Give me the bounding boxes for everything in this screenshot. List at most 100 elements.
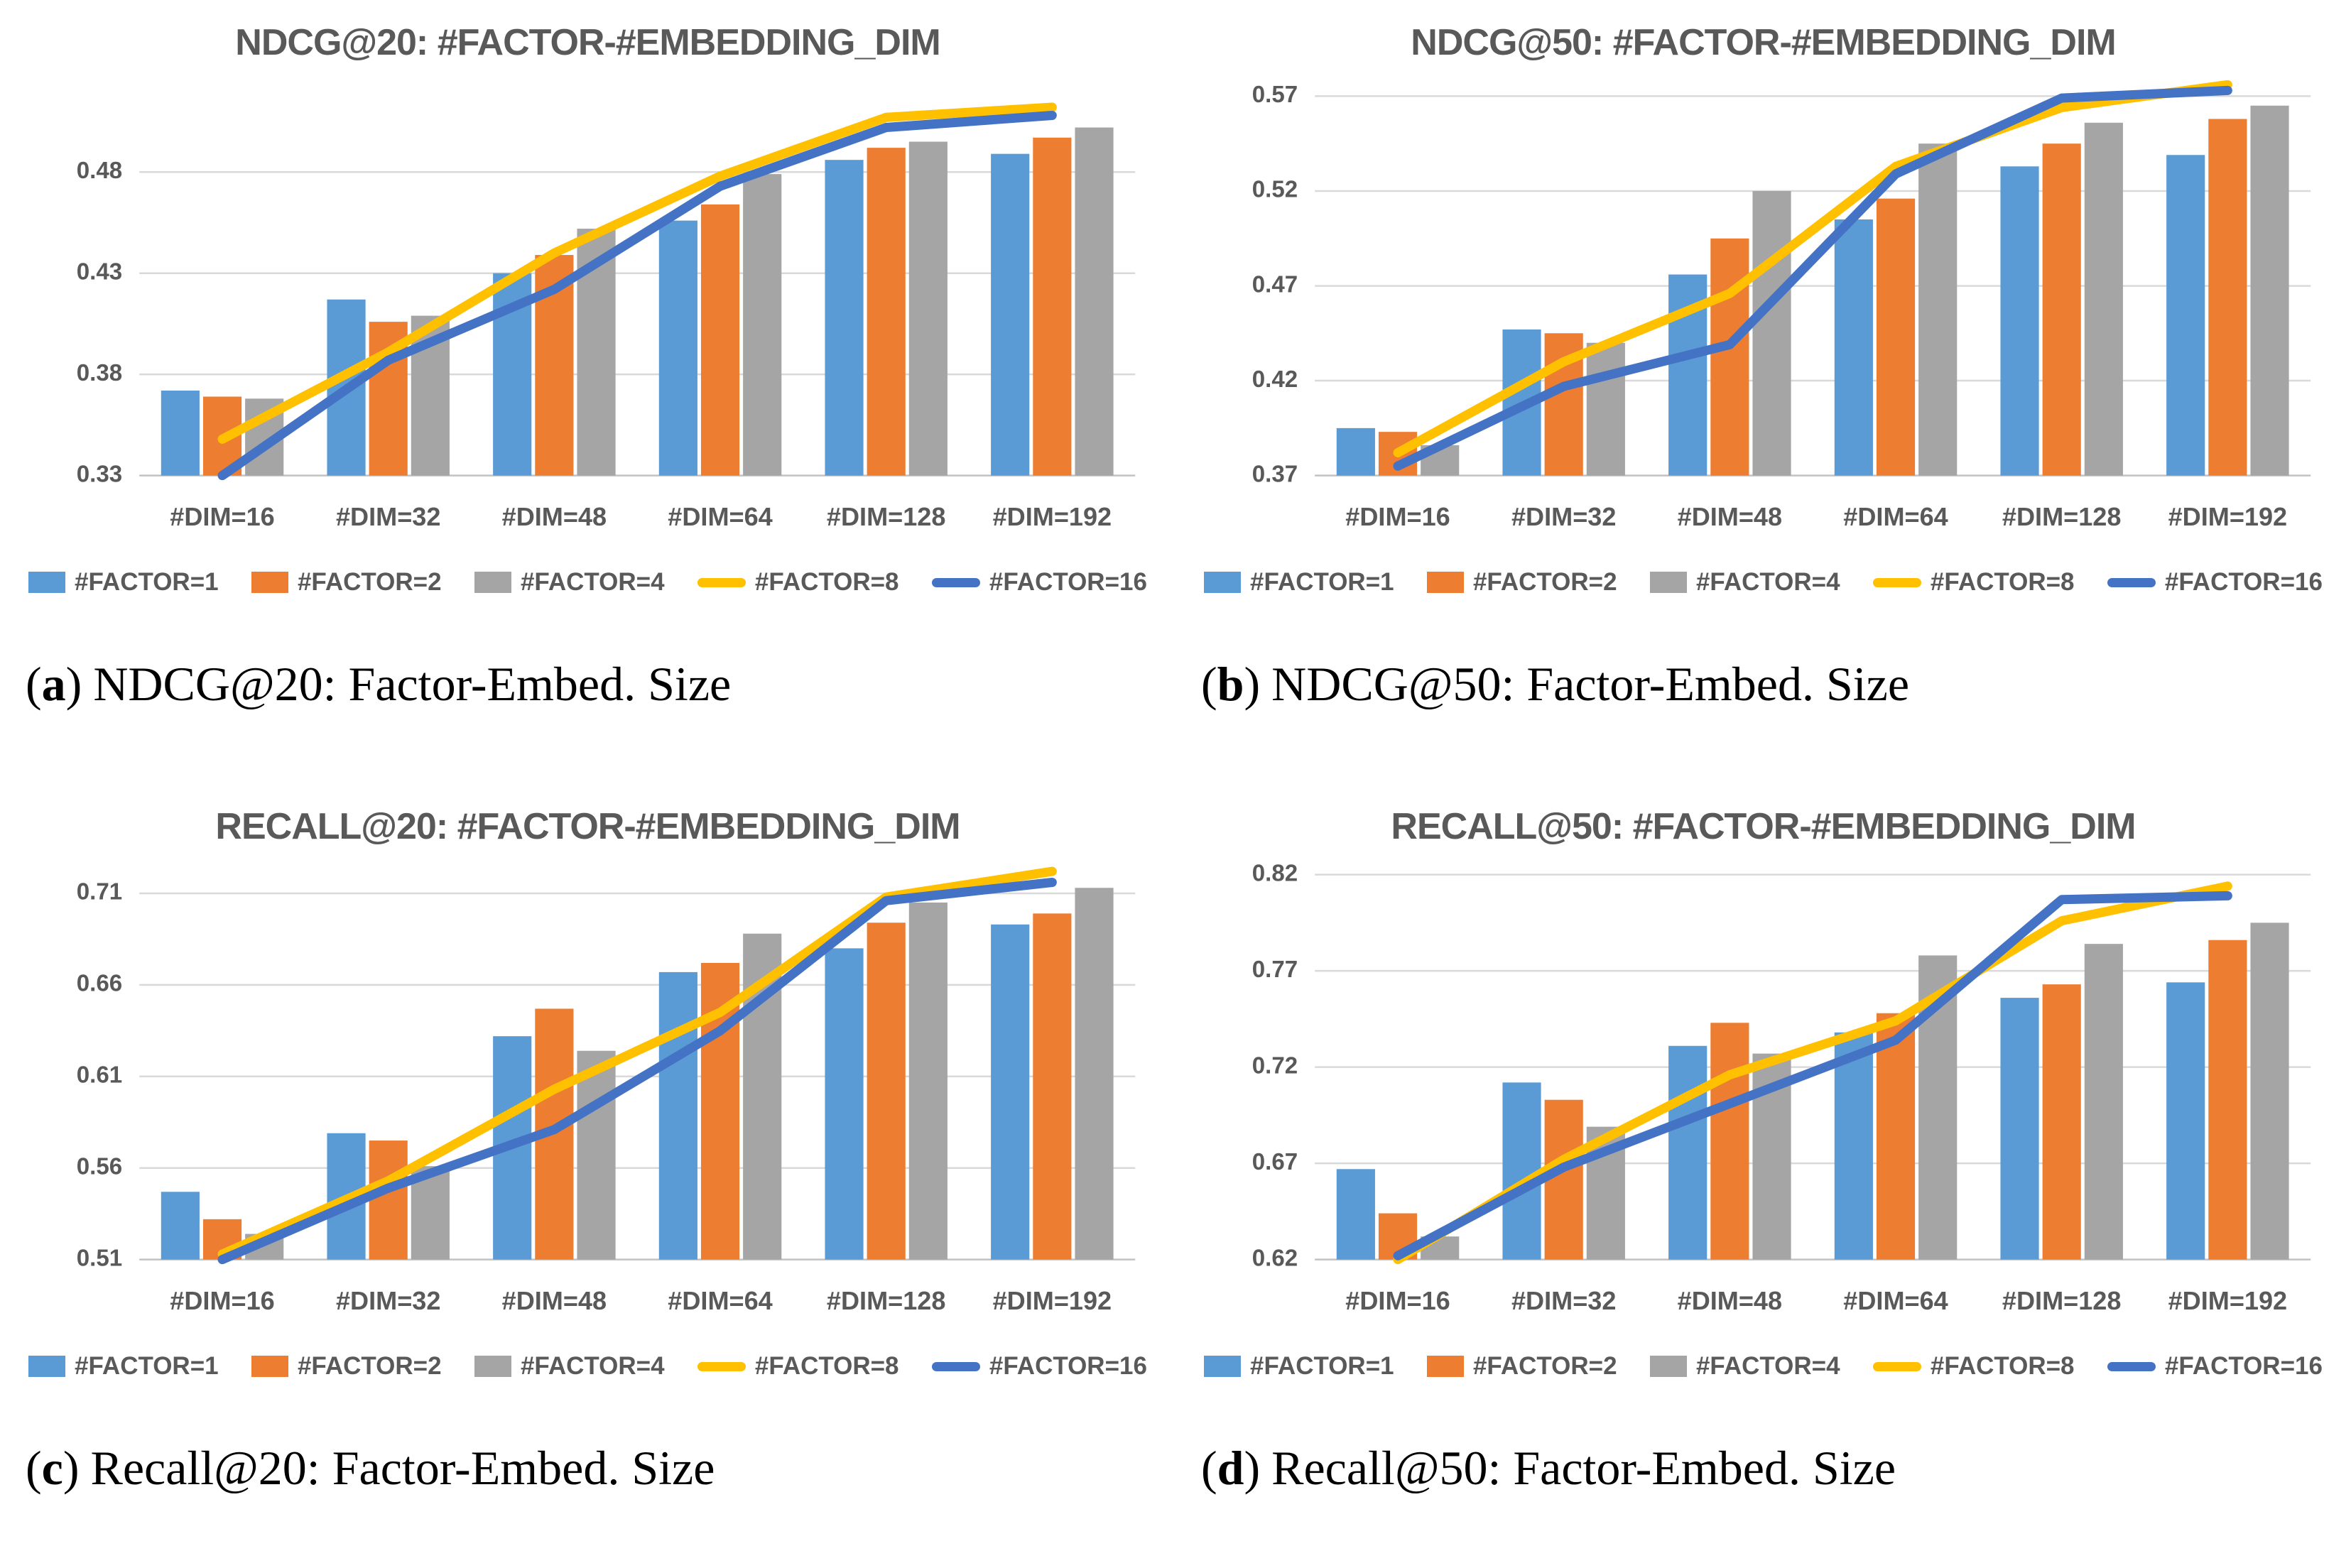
line-series-1 (217, 102, 1057, 444)
bar-series1-cat5 (1999, 998, 2039, 1260)
x-axis-label-5: #DIM=192 (2168, 502, 2287, 531)
legend-item-factor16: #FACTOR=16 (931, 1352, 1147, 1381)
factor8-line-swatch-icon (697, 577, 746, 587)
bar-series1-cat6 (990, 924, 1029, 1260)
panel-d: RECALL@50: #FACTOR-#EMBEDDING_DIM 0.62 0.… (1176, 784, 2351, 1568)
factor1-bar-swatch-icon (28, 1356, 65, 1377)
bar-series3-cat4 (1918, 143, 1957, 476)
chart-legend: #FACTOR=1 #FACTOR=2 #FACTOR=4 #FACTOR=8 … (28, 568, 1147, 597)
legend-label: #FACTOR=2 (1472, 568, 1617, 596)
factor8-line-swatch-icon (697, 1361, 746, 1371)
factor16-line-swatch-icon (931, 1361, 980, 1371)
x-axis-label-0: #DIM=16 (1345, 502, 1450, 531)
bar-series2-cat4 (700, 204, 739, 476)
bar-series1-cat6 (990, 153, 1029, 476)
legend-label: #FACTOR=1 (1250, 568, 1394, 596)
legend-label: #FACTOR=4 (1695, 568, 1840, 596)
factor16-line-swatch-icon (2107, 577, 2156, 587)
caption-close: ) (1244, 1441, 1261, 1495)
legend-item-factor8: #FACTOR=8 (1872, 568, 2075, 597)
bar-series2-cat3 (1710, 238, 1749, 476)
caption-letter: b (1217, 657, 1244, 711)
legend-label: #FACTOR=8 (1930, 568, 2075, 596)
legend-label: #FACTOR=16 (2164, 1352, 2323, 1380)
bar-series1-cat6 (2166, 982, 2205, 1260)
bar-series2-cat4 (1876, 198, 1915, 476)
chart-legend: #FACTOR=1 #FACTOR=2 #FACTOR=4 #FACTOR=8 … (1204, 1352, 2323, 1381)
legend-label: #FACTOR=2 (1472, 1352, 1617, 1380)
factor4-bar-swatch-icon (1649, 572, 1687, 593)
bar-series3-cat3 (576, 1050, 616, 1260)
caption-open: ( (1201, 1441, 1217, 1495)
chart-title: NDCG@20: #FACTOR-#EMBEDDING_DIM (235, 22, 940, 63)
factor2-bar-swatch-icon (1426, 1356, 1464, 1377)
legend-item-factor1: #FACTOR=1 (1204, 568, 1394, 597)
x-axis-label-4: #DIM=128 (826, 1286, 945, 1315)
panel-caption: (b) NDCG@50: Factor-Embed. Size (1201, 656, 1909, 712)
panel-a: NDCG@20: #FACTOR-#EMBEDDING_DIM 0.33 0.38… (0, 0, 1176, 784)
bar-series1-cat2 (1502, 1082, 1541, 1260)
caption-text: NDCG@50: Factor-Embed. Size (1271, 657, 1910, 711)
bar-series2-cat6 (1032, 913, 1071, 1260)
bar-series3-cat5 (2084, 122, 2123, 476)
factor2-bar-swatch-icon (251, 572, 288, 593)
bar-series1-cat1 (1336, 1169, 1375, 1260)
caption-text: Recall@50: Factor-Embed. Size (1271, 1441, 1896, 1495)
factor1-bar-swatch-icon (1204, 572, 1241, 593)
legend-item-factor4: #FACTOR=4 (474, 1352, 665, 1381)
legend-label: #FACTOR=8 (754, 1352, 899, 1380)
x-axis-label-5: #DIM=192 (992, 1286, 1112, 1315)
bar-series2-cat6 (2208, 940, 2247, 1260)
legend-label: #FACTOR=16 (2164, 568, 2323, 596)
line-series-2 (217, 878, 1057, 1265)
bar-series2-cat2 (1544, 1099, 1583, 1260)
factor2-bar-swatch-icon (251, 1356, 288, 1377)
x-axis-label-5: #DIM=192 (992, 502, 1112, 531)
line-series-2 (217, 110, 1057, 481)
x-axis-label-2: #DIM=48 (1677, 502, 1781, 531)
x-axis-label-4: #DIM=128 (2002, 502, 2121, 531)
y-tick-label-3: 0.77 (1251, 957, 1297, 983)
bar-series1-cat4 (658, 971, 697, 1260)
caption-text: NDCG@20: Factor-Embed. Size (93, 657, 732, 711)
x-axis-label-3: #DIM=64 (1843, 502, 1948, 531)
factor4-bar-swatch-icon (474, 572, 511, 593)
y-tick-label-1: 0.56 (76, 1154, 121, 1180)
y-tick-label-4: 0.82 (1251, 860, 1297, 886)
bar-series1-cat1 (161, 390, 200, 476)
bar-series1-cat3 (1668, 1045, 1707, 1260)
x-axis-label-3: #DIM=64 (668, 502, 772, 531)
legend-label: #FACTOR=4 (520, 1352, 665, 1380)
factor1-bar-swatch-icon (28, 572, 65, 593)
x-axis-label-0: #DIM=16 (170, 502, 274, 531)
y-tick-label-0: 0.37 (1251, 461, 1297, 487)
bar-series2-cat5 (2042, 984, 2081, 1260)
legend-label: #FACTOR=4 (520, 568, 665, 596)
chart-legend: #FACTOR=1 #FACTOR=2 #FACTOR=4 #FACTOR=8 … (28, 1352, 1147, 1381)
factor2-bar-swatch-icon (1426, 572, 1464, 593)
y-tick-label-2: 0.72 (1251, 1052, 1297, 1079)
bar-series3-cat2 (1586, 342, 1625, 476)
caption-letter: c (41, 1441, 63, 1495)
bar-series1-cat5 (1999, 166, 2039, 476)
caption-close: ) (65, 657, 82, 711)
bar-series3-cat5 (908, 902, 948, 1260)
factor4-bar-swatch-icon (474, 1356, 511, 1377)
bar-series1-cat4 (658, 220, 697, 476)
legend-label: #FACTOR=1 (75, 1352, 219, 1380)
bar-series1-cat6 (2166, 155, 2205, 476)
y-tick-label-1: 0.67 (1251, 1149, 1297, 1175)
chart-legend: #FACTOR=1 #FACTOR=2 #FACTOR=4 #FACTOR=8 … (1204, 568, 2323, 597)
factor8-line-swatch-icon (1872, 1361, 1921, 1371)
bar-series3-cat5 (908, 141, 948, 476)
bar-series1-cat4 (1834, 1032, 1873, 1260)
chart-title: RECALL@50: #FACTOR-#EMBEDDING_DIM (1391, 806, 2136, 847)
x-axis-label-0: #DIM=16 (1345, 1286, 1450, 1315)
chart-title: NDCG@50: #FACTOR-#EMBEDDING_DIM (1411, 22, 2116, 63)
line-series-2 (1393, 85, 2232, 471)
legend-label: #FACTOR=8 (754, 568, 899, 596)
legend-item-factor1: #FACTOR=1 (28, 568, 219, 597)
legend-label: #FACTOR=16 (989, 568, 1147, 596)
bar-series1-cat5 (824, 160, 864, 476)
